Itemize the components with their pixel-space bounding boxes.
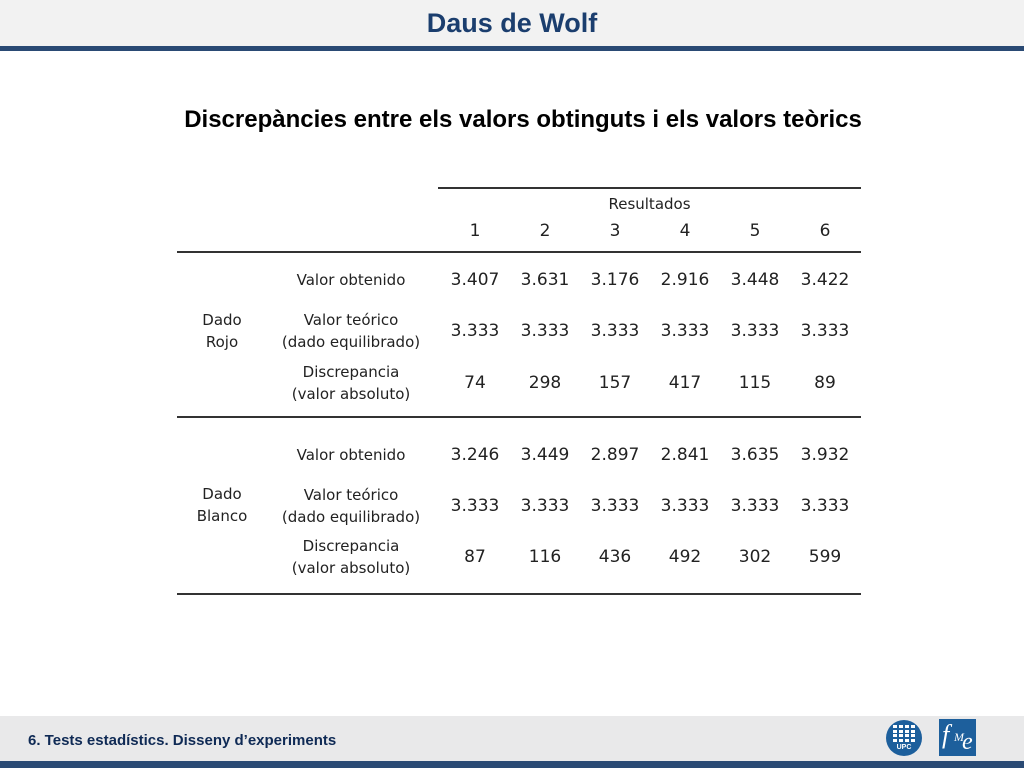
table-cell: 3.333 (520, 496, 570, 516)
upc-grid-dot (893, 725, 897, 728)
table-header-rule (177, 251, 861, 253)
fme-logo-letter-f: f (942, 720, 950, 749)
table-cell: 3.333 (450, 321, 500, 341)
upc-grid-dot (911, 734, 915, 737)
table-cell: 3.407 (450, 270, 500, 290)
upc-logo-text: UPC (896, 744, 912, 751)
table-cell: 599 (808, 547, 842, 567)
table-cell: 3.448 (730, 270, 780, 290)
table-top-rule (438, 187, 861, 189)
upc-grid-dot (911, 729, 915, 733)
row-label-line1: Discrepancia (302, 363, 400, 381)
table-cell: 2.897 (590, 445, 640, 465)
slide-subtitle: Discrepàncies entre els valors obtinguts… (184, 106, 862, 133)
table-cell: 87 (464, 547, 486, 567)
table-cell: 3.333 (730, 496, 780, 516)
table-cell: 115 (738, 373, 772, 393)
column-header-4: 4 (679, 221, 691, 241)
column-header-2: 2 (539, 221, 551, 241)
group-label-line2: Rojo (205, 333, 239, 351)
upc-grid-dot (899, 725, 903, 728)
table-cell: 74 (464, 373, 486, 393)
row-label-line2: (dado equilibrado) (281, 508, 421, 526)
footer-divider (0, 761, 1024, 768)
upc-grid-dot (899, 738, 903, 742)
header-divider (0, 46, 1024, 51)
upc-grid-dot (899, 729, 903, 733)
footer-bar (0, 716, 1024, 761)
fme-logo-letter-e: e (962, 729, 973, 755)
fme-logo-icon: f M e (939, 719, 976, 756)
upc-grid-pattern (893, 725, 915, 743)
upc-grid-dot (911, 725, 915, 728)
table-cell: 3.333 (520, 321, 570, 341)
table-cell: 3.333 (800, 496, 850, 516)
table-cell: 3.449 (520, 445, 570, 465)
table-cell: 3.333 (660, 496, 710, 516)
table-cell: 3.635 (730, 445, 780, 465)
upc-grid-dot (893, 729, 897, 733)
header-bar (0, 0, 1024, 46)
table-cell: 3.333 (590, 496, 640, 516)
footer-course-title: 6. Tests estadístics. Disseny d’experime… (28, 732, 337, 749)
upc-grid-dot (905, 729, 909, 733)
column-header-5: 5 (749, 221, 761, 241)
row-label-line1: Valor teórico (303, 311, 399, 329)
group-header-resultados: Resultados (608, 195, 691, 213)
table-cell: 3.333 (730, 321, 780, 341)
table-cell: 3.333 (590, 321, 640, 341)
upc-grid-dot (893, 738, 897, 742)
table-cell: 116 (528, 547, 562, 567)
column-header-1: 1 (469, 221, 481, 241)
table-cell: 2.841 (660, 445, 710, 465)
upc-grid-dot (899, 734, 903, 737)
upc-grid-dot (893, 734, 897, 737)
row-label: Valor obtenido (296, 446, 406, 464)
row-label-line1: Discrepancia (302, 537, 400, 555)
table-cell: 492 (668, 547, 702, 567)
table-bottom-rule (177, 593, 861, 595)
fme-logo-letter-m: M (954, 730, 964, 744)
table-cell: 417 (668, 373, 702, 393)
table-cell: 3.176 (590, 270, 640, 290)
table-cell: 3.333 (660, 321, 710, 341)
column-header-3: 3 (609, 221, 621, 241)
upc-grid-dot (905, 725, 909, 728)
slide-title: Daus de Wolf (426, 8, 598, 38)
row-label-line2: (dado equilibrado) (281, 333, 421, 351)
table-group-rule (177, 416, 861, 418)
group-label-line1: Dado (202, 485, 242, 503)
row-label: Valor obtenido (296, 271, 406, 289)
table-cell: 436 (598, 547, 632, 567)
table-cell: 89 (814, 373, 836, 393)
upc-grid-dot (911, 738, 915, 742)
table-cell: 157 (598, 373, 632, 393)
table-cell: 3.246 (450, 445, 500, 465)
table-cell: 3.333 (800, 321, 850, 341)
upc-logo-icon: UPC (886, 720, 922, 756)
column-header-6: 6 (819, 221, 831, 241)
table-cell: 3.631 (520, 270, 570, 290)
table-cell: 298 (528, 373, 562, 393)
upc-grid-dot (905, 738, 909, 742)
table-cell: 2.916 (660, 270, 710, 290)
table-cell: 3.422 (800, 270, 850, 290)
table-cell: 3.932 (800, 445, 850, 465)
row-label-line2: (valor absoluto) (291, 385, 411, 403)
table-cell: 302 (738, 547, 772, 567)
upc-grid-dot (905, 734, 909, 737)
row-label-line2: (valor absoluto) (291, 559, 411, 577)
results-table: Resultados 1 2 3 4 5 6 Dado Rojo Valor obtenido 3… (177, 187, 861, 595)
group-label-line2: Blanco (196, 507, 248, 525)
table-cell: 3.333 (450, 496, 500, 516)
row-label-line1: Valor teórico (303, 486, 399, 504)
group-label-line1: Dado (202, 311, 242, 329)
